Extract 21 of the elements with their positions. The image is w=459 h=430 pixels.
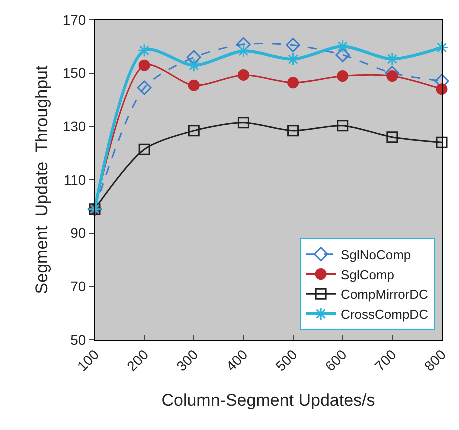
legend-label: CompMirrorDC: [341, 287, 428, 302]
y-tick-label: 170: [62, 12, 86, 28]
x-tick-label: 800: [421, 346, 450, 374]
x-tick-label: 500: [272, 346, 301, 374]
y-tick-label: 130: [62, 118, 86, 135]
legend-label: CrossCompDC: [341, 307, 428, 322]
y-tick-label: 90: [70, 225, 86, 242]
legend-label: SglComp: [341, 267, 395, 282]
legend-label: SglNoComp: [341, 247, 412, 262]
x-tick-label: 300: [173, 346, 202, 374]
x-tick-label: 600: [322, 346, 350, 374]
x-tick-label: 100: [74, 346, 102, 374]
x-tick-label: 200: [124, 346, 152, 374]
y-tick-label: 70: [70, 278, 86, 295]
y-axis-title: Segment Update Throughput: [32, 66, 52, 294]
y-tick-label: 50: [70, 332, 86, 348]
y-tick-label: 150: [62, 65, 86, 82]
x-axis-title: Column-Segment Updates/s: [162, 390, 376, 410]
x-tick-label: 700: [372, 346, 400, 374]
x-tick-label: 400: [222, 346, 251, 374]
y-tick-label: 110: [64, 172, 86, 188]
